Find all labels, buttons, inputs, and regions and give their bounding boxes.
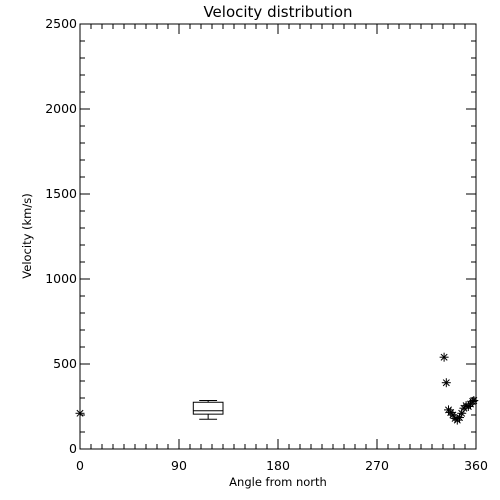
x-tick-label: 360 — [464, 458, 488, 473]
x-tick-label: 180 — [266, 458, 290, 473]
box-iqr — [192, 401, 224, 415]
x-tick-label: 0 — [76, 458, 84, 473]
y-tick-label: 500 — [53, 356, 77, 371]
chart-title: Velocity distribution — [203, 3, 352, 21]
y-tick-label: 1500 — [45, 186, 77, 201]
y-tick-label: 1000 — [45, 271, 77, 286]
axes-layer: 0 90 180 270 360 0 500 1000 1500 2000 2500 — [45, 16, 488, 473]
y-axis-label: Velocity (km/s) — [20, 193, 34, 278]
y-tick-label: 2000 — [45, 101, 77, 116]
data-point — [441, 378, 451, 388]
y-tick-label: 2500 — [45, 16, 77, 31]
data-point — [439, 352, 449, 362]
x-tick-label: 270 — [365, 458, 389, 473]
x-tick-label: 90 — [171, 458, 187, 473]
marks-layer — [75, 352, 479, 425]
x-axis-label: Angle from north — [229, 475, 327, 489]
box-plot — [192, 400, 224, 420]
plot-frame — [79, 23, 477, 450]
y-tick-label: 0 — [69, 441, 77, 456]
data-point — [469, 396, 479, 406]
data-point — [75, 408, 85, 418]
